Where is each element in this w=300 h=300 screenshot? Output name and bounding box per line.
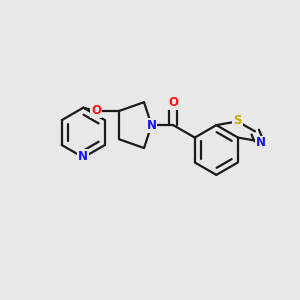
Text: O: O <box>91 104 101 117</box>
Text: N: N <box>78 150 88 163</box>
Text: N: N <box>146 118 157 132</box>
Text: N: N <box>256 136 266 149</box>
Text: S: S <box>233 114 242 127</box>
Text: O: O <box>168 96 178 109</box>
